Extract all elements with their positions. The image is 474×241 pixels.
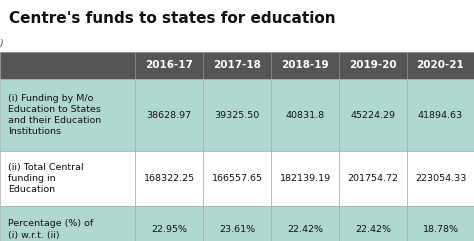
- Text: 22.42%: 22.42%: [355, 225, 391, 234]
- Text: 40831.8: 40831.8: [285, 111, 325, 120]
- Bar: [407, 151, 474, 206]
- Bar: [339, 151, 407, 206]
- Text: 45224.29: 45224.29: [350, 111, 395, 120]
- Text: 223054.33: 223054.33: [415, 174, 466, 183]
- Bar: [0, 151, 135, 206]
- Bar: [135, 79, 203, 151]
- Bar: [203, 52, 271, 79]
- Bar: [135, 151, 203, 206]
- Bar: [135, 206, 203, 241]
- Bar: [0, 206, 135, 241]
- Text: Percentage (%) of
(i) w.r.t. (ii): Percentage (%) of (i) w.r.t. (ii): [8, 220, 93, 240]
- Text: 182139.19: 182139.19: [280, 174, 330, 183]
- Text: 23.61%: 23.61%: [219, 225, 255, 234]
- Bar: [339, 79, 407, 151]
- Bar: [271, 52, 339, 79]
- Text: 22.95%: 22.95%: [151, 225, 187, 234]
- Text: 39325.50: 39325.50: [214, 111, 260, 120]
- Text: 2016-17: 2016-17: [145, 60, 193, 71]
- Text: 38628.97: 38628.97: [146, 111, 191, 120]
- Text: 168322.25: 168322.25: [144, 174, 194, 183]
- Text: 201754.72: 201754.72: [347, 174, 399, 183]
- Bar: [203, 151, 271, 206]
- Bar: [407, 52, 474, 79]
- Bar: [0, 52, 135, 79]
- Bar: [339, 52, 407, 79]
- Bar: [135, 52, 203, 79]
- Bar: [0, 79, 135, 151]
- Text: Centre's funds to states for education: Centre's funds to states for education: [9, 11, 336, 26]
- Text: 2020-21: 2020-21: [417, 60, 465, 71]
- Text: 22.42%: 22.42%: [287, 225, 323, 234]
- Text: (Rs. In Crore): (Rs. In Crore): [0, 39, 4, 48]
- Text: 2019-20: 2019-20: [349, 60, 397, 71]
- Text: 2018-19: 2018-19: [281, 60, 329, 71]
- Bar: [203, 79, 271, 151]
- Text: (ii) Total Central
funding in
Education: (ii) Total Central funding in Education: [8, 163, 83, 194]
- Bar: [339, 206, 407, 241]
- Text: 166557.65: 166557.65: [211, 174, 263, 183]
- Text: 2017-18: 2017-18: [213, 60, 261, 71]
- Bar: [271, 79, 339, 151]
- Text: (i) Funding by M/o
Education to States
and their Education
Institutions: (i) Funding by M/o Education to States a…: [8, 94, 101, 136]
- Text: 18.78%: 18.78%: [422, 225, 458, 234]
- Text: 41894.63: 41894.63: [418, 111, 463, 120]
- Bar: [407, 206, 474, 241]
- Bar: [407, 79, 474, 151]
- Bar: [271, 206, 339, 241]
- Bar: [271, 151, 339, 206]
- Bar: [203, 206, 271, 241]
